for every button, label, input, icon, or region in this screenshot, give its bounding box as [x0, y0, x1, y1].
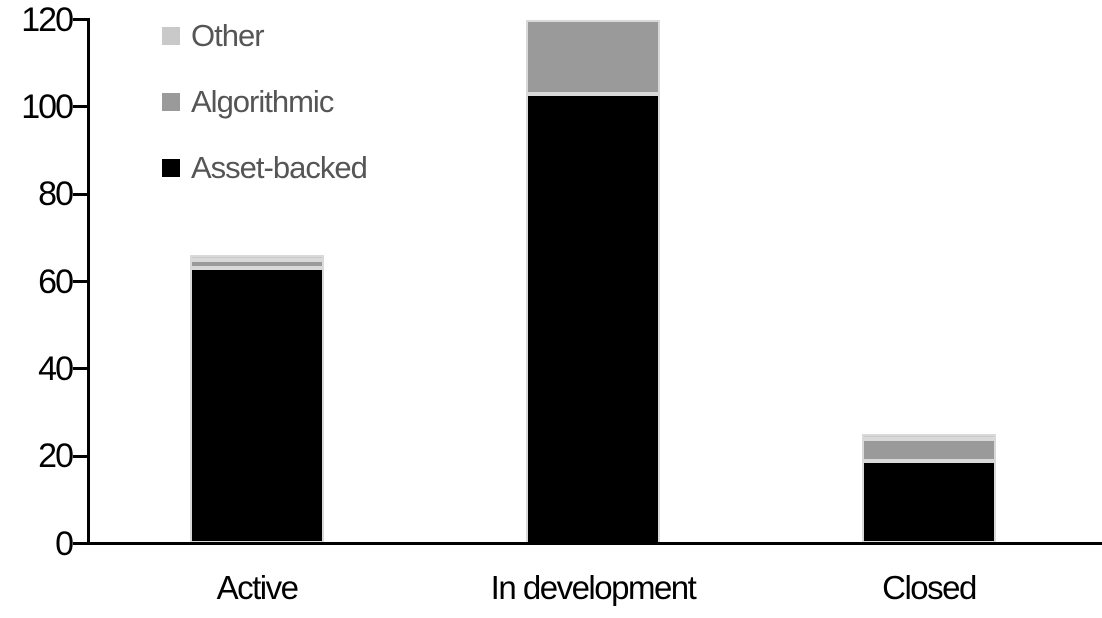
segment-closed-other: [862, 434, 996, 439]
legend-swatch-algorithmic: [162, 93, 180, 111]
x-category-label-active: Active: [216, 569, 299, 606]
legend-item-algorithmic: Algorithmic: [162, 85, 367, 119]
y-tick-mark: [73, 367, 87, 371]
y-tick-label-0: 0: [55, 524, 74, 563]
segment-active-algorithmic: [190, 259, 324, 269]
y-tick-label-20: 20: [38, 437, 74, 476]
bar-active: [190, 255, 324, 544]
y-tick-mark: [73, 192, 87, 196]
segment-closed-algorithmic: [862, 438, 996, 461]
legend: Other Algorithmic Asset-backed: [162, 19, 368, 185]
y-tick-label-60: 60: [38, 262, 74, 301]
y-tick-mark: [73, 542, 87, 545]
x-axis-line: [87, 542, 1102, 545]
y-tick-label-40: 40: [38, 349, 74, 388]
y-tick-mark: [73, 105, 87, 109]
y-tick-mark: [73, 280, 87, 283]
legend-item-other: Other: [162, 19, 367, 53]
x-category-label-in-development: In development: [490, 569, 697, 606]
segment-in-development-algorithmic: [526, 19, 660, 94]
y-tick-label-80: 80: [38, 175, 74, 214]
bar-in-development: [526, 19, 660, 544]
legend-item-asset-backed: Asset-backed: [162, 150, 368, 185]
legend-label-other: Other: [191, 18, 265, 53]
segment-active-other: [190, 255, 324, 260]
segment-closed-asset-backed: [862, 460, 996, 544]
segment-in-development-asset-backed: [526, 93, 660, 544]
y-tick-mark: [73, 454, 87, 458]
legend-swatch-other: [162, 27, 180, 45]
legend-swatch-asset-backed: [162, 159, 180, 177]
x-category-label-closed: Closed: [882, 569, 977, 606]
segment-active-asset-backed: [190, 268, 324, 544]
y-tick-label-120: 120: [21, 0, 74, 39]
legend-label-asset-backed: Asset-backed: [191, 150, 368, 185]
bar-closed: [862, 434, 996, 544]
y-tick-label-100: 100: [21, 87, 74, 126]
legend-label-algorithmic: Algorithmic: [191, 84, 334, 119]
y-tick-mark: [73, 18, 87, 21]
y-axis-line: [87, 18, 90, 545]
